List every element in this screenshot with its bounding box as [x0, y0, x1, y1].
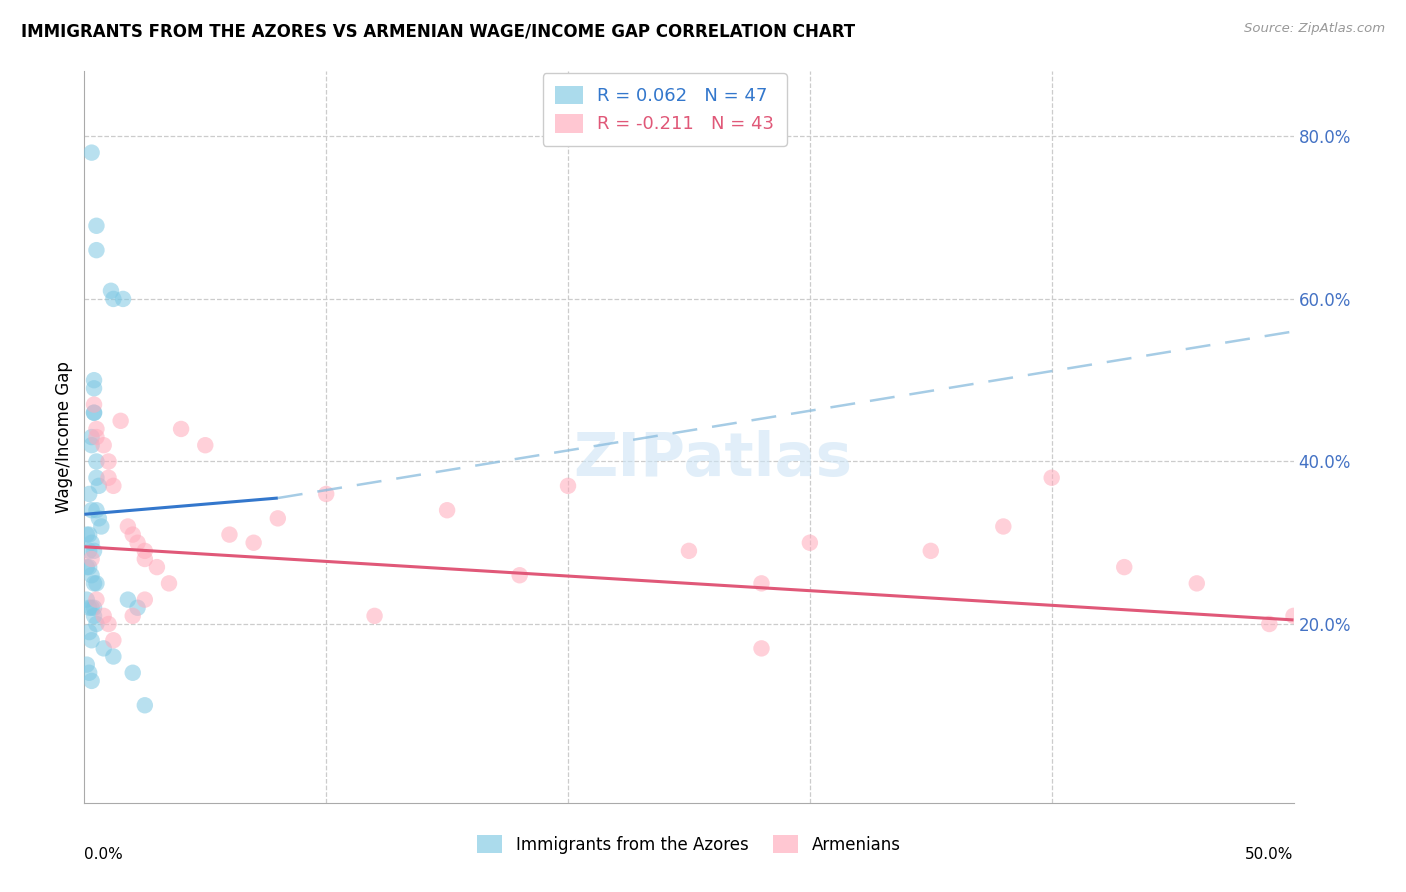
Point: [1185, 576, 1208, 591]
Point: [97, 454, 120, 468]
Point: [83, 373, 105, 387]
Point: [80, 145, 103, 160]
Point: [121, 608, 143, 623]
Point: [86, 617, 108, 632]
Point: [77, 527, 100, 541]
Point: [76, 560, 98, 574]
Point: [315, 487, 337, 501]
Point: [86, 422, 108, 436]
Point: [121, 665, 143, 680]
Point: [83, 544, 105, 558]
Point: [86, 219, 108, 233]
Text: 0.0%: 0.0%: [84, 847, 124, 862]
Point: [218, 527, 240, 541]
Text: IMMIGRANTS FROM THE AZORES VS ARMENIAN WAGE/INCOME GAP CORRELATION CHART: IMMIGRANTS FROM THE AZORES VS ARMENIAN W…: [21, 22, 855, 40]
Point: [1258, 617, 1281, 632]
Point: [80, 633, 103, 648]
Text: ZIPatlas: ZIPatlas: [574, 430, 852, 489]
Point: [76, 657, 98, 672]
Point: [436, 503, 458, 517]
Point: [83, 398, 105, 412]
Point: [1114, 560, 1136, 574]
Point: [77, 600, 100, 615]
Point: [157, 576, 180, 591]
Point: [80, 438, 103, 452]
Point: [127, 535, 149, 549]
Point: [509, 568, 531, 582]
Point: [83, 600, 105, 615]
Point: [100, 284, 122, 298]
Point: [83, 406, 105, 420]
Point: [87, 479, 110, 493]
Point: [87, 511, 110, 525]
Point: [110, 414, 132, 428]
Point: [117, 592, 139, 607]
Point: [751, 641, 773, 656]
Point: [363, 608, 385, 623]
Point: [86, 576, 108, 591]
Point: [76, 592, 98, 607]
Point: [112, 292, 135, 306]
Point: [751, 576, 773, 591]
Point: [1040, 471, 1063, 485]
Point: [170, 422, 193, 436]
Point: [117, 519, 139, 533]
Point: [86, 430, 108, 444]
Y-axis label: Wage/Income Gap: Wage/Income Gap: [55, 361, 73, 513]
Point: [134, 552, 156, 566]
Point: [76, 527, 98, 541]
Point: [134, 698, 156, 713]
Point: [83, 406, 105, 420]
Point: [146, 560, 169, 574]
Point: [86, 454, 108, 468]
Point: [920, 544, 942, 558]
Point: [93, 608, 115, 623]
Point: [86, 471, 108, 485]
Point: [77, 625, 100, 640]
Point: [77, 560, 100, 574]
Point: [103, 649, 125, 664]
Point: [80, 552, 103, 566]
Point: [80, 600, 103, 615]
Point: [80, 673, 103, 688]
Text: Source: ZipAtlas.com: Source: ZipAtlas.com: [1244, 22, 1385, 36]
Point: [127, 600, 149, 615]
Point: [993, 519, 1015, 533]
Point: [93, 438, 115, 452]
Point: [267, 511, 290, 525]
Point: [103, 479, 125, 493]
Point: [86, 243, 108, 257]
Point: [678, 544, 700, 558]
Point: [134, 544, 156, 558]
Point: [86, 503, 108, 517]
Point: [77, 665, 100, 680]
Point: [80, 430, 103, 444]
Text: 50.0%: 50.0%: [1246, 847, 1294, 862]
Point: [83, 608, 105, 623]
Point: [83, 381, 105, 395]
Point: [121, 527, 143, 541]
Point: [77, 544, 100, 558]
Point: [1282, 608, 1305, 623]
Point: [90, 519, 112, 533]
Point: [93, 641, 115, 656]
Point: [80, 568, 103, 582]
Point: [83, 576, 105, 591]
Point: [97, 471, 120, 485]
Point: [194, 438, 217, 452]
Point: [80, 535, 103, 549]
Point: [80, 503, 103, 517]
Point: [799, 535, 821, 549]
Point: [86, 592, 108, 607]
Point: [103, 633, 125, 648]
Point: [103, 292, 125, 306]
Point: [97, 617, 120, 632]
Point: [134, 592, 156, 607]
Point: [557, 479, 579, 493]
Legend: Immigrants from the Azores, Armenians: Immigrants from the Azores, Armenians: [471, 829, 907, 860]
Point: [77, 487, 100, 501]
Point: [242, 535, 264, 549]
